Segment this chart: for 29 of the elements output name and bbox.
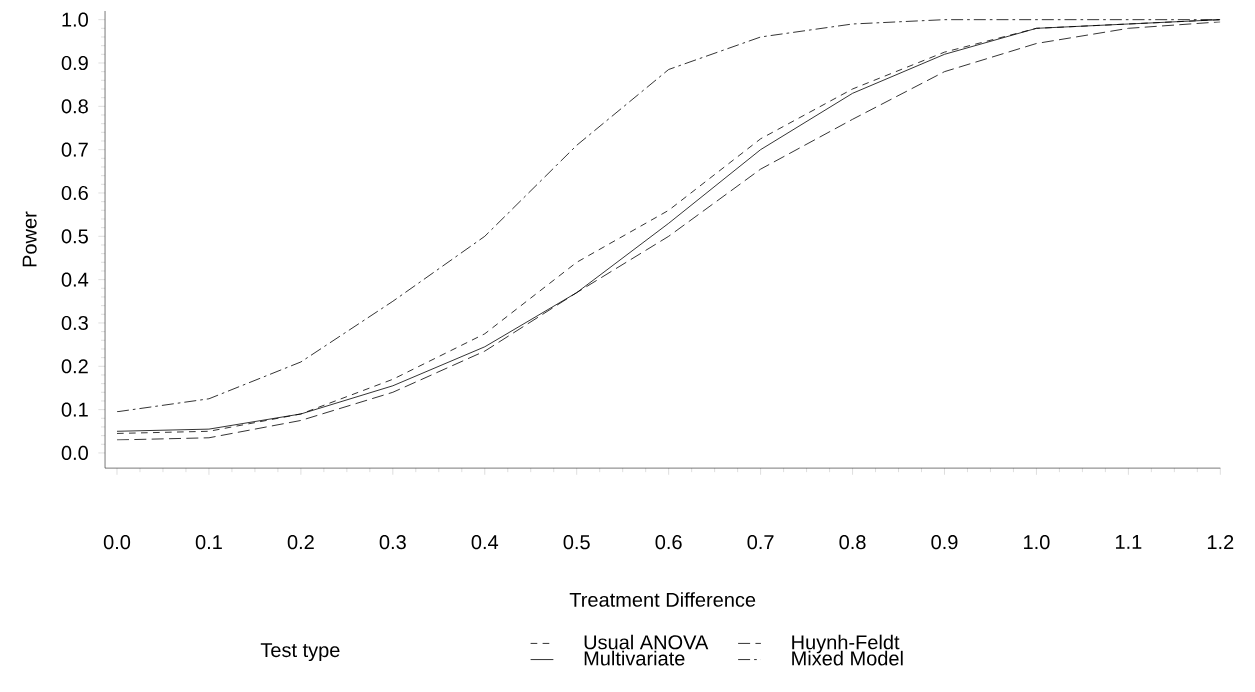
x-tick-label: 1.2 — [1207, 534, 1234, 549]
x-tick-label: 0.1 — [195, 534, 222, 550]
y-tick-label: 0.2 — [61, 359, 88, 374]
x-tick-label: 0.4 — [471, 534, 499, 550]
y-tick-label: 0.5 — [61, 229, 88, 244]
y-tick-label: 1.0 — [62, 12, 88, 27]
y-tick-label: 0.1 — [61, 402, 88, 417]
x-tick-label: 0.9 — [931, 534, 958, 550]
legend-title: Test type — [260, 643, 340, 662]
x-tick-label: 0.3 — [379, 534, 406, 550]
x-tick-label: 1.1 — [1116, 534, 1142, 549]
y-tick-label: 0.9 — [61, 55, 88, 70]
legend-label: Multivariate — [584, 650, 685, 666]
legend-label: Usual ANOVA — [584, 634, 709, 650]
x-tick-label: 0.6 — [655, 534, 682, 550]
x-tick-label: 1.0 — [1024, 534, 1050, 550]
x-tick-label: 0.5 — [563, 534, 590, 550]
x-axis-title: Treatment Difference — [569, 592, 756, 607]
y-tick-label: 0.6 — [61, 185, 88, 200]
x-tick-label: 0.2 — [287, 534, 314, 550]
x-tick-label: 0.7 — [747, 534, 774, 550]
y-tick-label: 0.0 — [61, 445, 88, 460]
x-tick-label: 0.8 — [839, 534, 866, 550]
x-tick-label: 0.0 — [103, 534, 131, 550]
y-tick-label: 0.8 — [61, 99, 88, 114]
y-tick-label: 0.7 — [61, 142, 88, 157]
y-tick-label: 0.3 — [61, 315, 88, 330]
y-axis-title: Power — [22, 211, 37, 267]
y-tick-label: 0.4 — [61, 272, 89, 287]
